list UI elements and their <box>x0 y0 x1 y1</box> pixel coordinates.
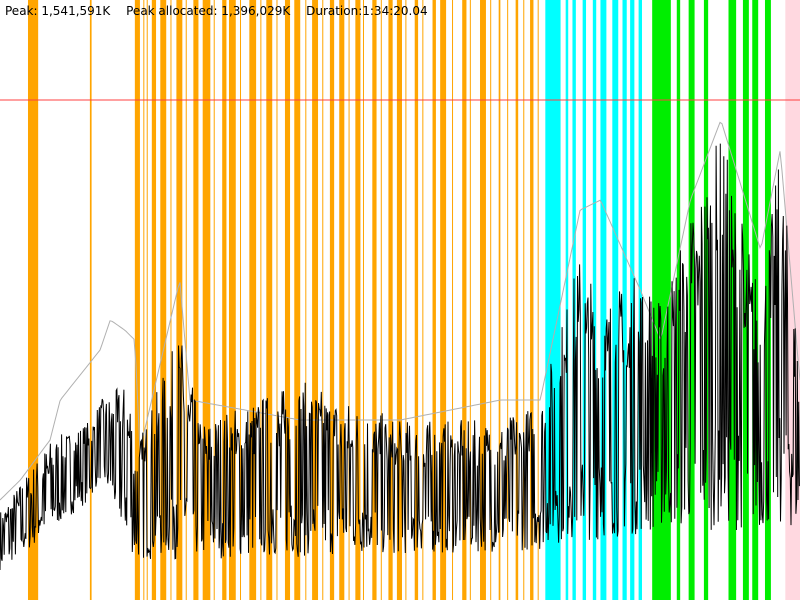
gc-band-green <box>764 0 771 600</box>
gc-band-orange <box>469 0 471 600</box>
gc-band-orange <box>530 0 534 600</box>
gc-band-orange <box>414 0 419 600</box>
gc-band-orange <box>228 0 236 600</box>
gc-band-orange <box>222 0 227 600</box>
gc-band-green <box>728 0 737 600</box>
gc-band-cyan <box>622 0 627 600</box>
gc-band-orange <box>362 0 364 600</box>
gc-band-orange <box>160 0 167 600</box>
gc-band-green <box>703 0 709 600</box>
gc-band-orange <box>355 0 361 600</box>
gc-band-orange <box>432 0 436 600</box>
gc-band-orange <box>305 0 307 600</box>
gc-band-orange <box>388 0 393 600</box>
gc-band-orange <box>170 0 172 600</box>
gc-band-orange <box>396 0 402 600</box>
gc-band-cyan <box>582 0 587 600</box>
gc-band-orange <box>240 0 242 600</box>
gc-band-orange <box>176 0 183 600</box>
peak-allocated-label: Peak allocated: 1,396,029K <box>126 4 291 18</box>
gc-band-orange <box>213 0 215 600</box>
gc-band-orange <box>380 0 382 600</box>
gc-band-orange <box>480 0 486 600</box>
gc-band-orange <box>372 0 377 600</box>
gc-band-cyan <box>612 0 619 600</box>
gc-band-orange <box>329 0 335 600</box>
gc-band-orange <box>260 0 262 600</box>
gc-band-orange <box>348 0 350 600</box>
peak-label: Peak: 1,541,591K <box>5 4 111 18</box>
gc-band-orange <box>339 0 345 600</box>
gc-band-orange <box>185 0 187 600</box>
gc-band-orange <box>134 0 140 600</box>
gc-band-cyan <box>565 0 569 600</box>
gc-band-orange <box>266 0 273 600</box>
gc-band-orange <box>89 0 92 600</box>
gc-band-cyan <box>630 0 635 600</box>
gc-band-orange <box>322 0 324 600</box>
gc-band-orange <box>143 0 145 600</box>
gc-band-orange <box>249 0 257 600</box>
gc-band-cyan <box>592 0 597 600</box>
peak-memory-line <box>0 121 800 501</box>
gc-band-cyan <box>600 0 607 600</box>
gc-band-orange <box>294 0 301 600</box>
gc-band-orange <box>284 0 291 600</box>
used-memory-line <box>0 143 800 571</box>
gc-band-orange <box>405 0 407 600</box>
gc-band-orange <box>202 0 211 600</box>
gc-band-orange <box>452 0 454 600</box>
gc-band-orange <box>462 0 467 600</box>
gc-band-orange <box>312 0 319 600</box>
gc-band-orange <box>193 0 199 600</box>
gc-band-orange <box>276 0 278 600</box>
gc-band-orange <box>507 0 509 600</box>
gc-band-green <box>688 0 695 600</box>
gc-band-orange <box>440 0 447 600</box>
duration-label: Duration:1:34:20.04 <box>306 4 428 18</box>
gc-band-orange <box>146 0 148 600</box>
gc-band-orange <box>422 0 424 600</box>
gc-band-orange <box>151 0 157 600</box>
gc-band-orange <box>27 0 39 600</box>
gc-band-orange <box>523 0 525 600</box>
gc-band-orange <box>537 0 539 600</box>
gc-band-orange <box>515 0 519 600</box>
summary-header: Peak: 1,541,591K Peak allocated: 1,396,0… <box>5 4 428 18</box>
gc-band-orange <box>490 0 492 600</box>
gc-band-orange <box>498 0 501 600</box>
